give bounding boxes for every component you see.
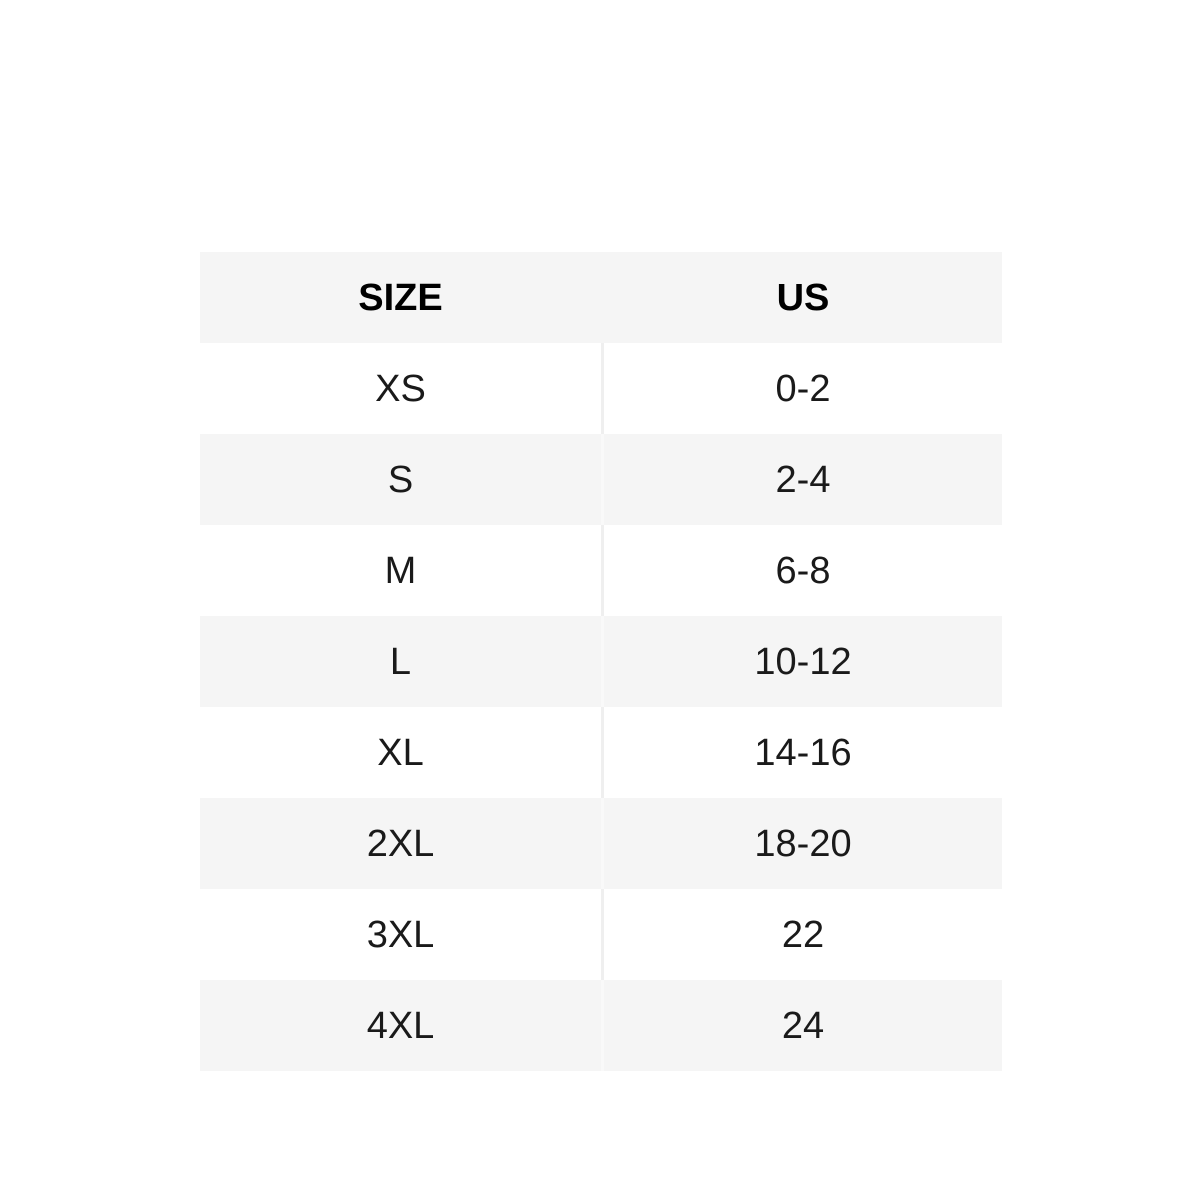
table-row-4xl: 4XL 24 xyxy=(200,980,1002,1071)
us-value-cell: 10-12 xyxy=(601,616,1002,707)
us-value-cell: 24 xyxy=(601,980,1002,1071)
us-value-cell: 14-16 xyxy=(601,707,1002,798)
table-row-2xl: 2XL 18-20 xyxy=(200,798,1002,889)
size-cell: S xyxy=(387,458,414,501)
table-row-m: M 6-8 xyxy=(200,525,1002,616)
us-value-cell: 6-8 xyxy=(601,525,1002,616)
column-header-size: SIZE xyxy=(358,276,443,319)
size-cell: 3XL xyxy=(366,913,435,956)
us-value-cell: 18-20 xyxy=(601,798,1002,889)
table-row-3xl: 3XL 22 xyxy=(200,889,1002,980)
table-row-s: S 2-4 xyxy=(200,434,1002,525)
size-cell: 2XL xyxy=(366,822,435,865)
size-chart-table: SIZE US XS 0-2 S 2-4 M 6-8 L 10-12 XL 14… xyxy=(200,252,1002,1071)
table-header-row: SIZE US xyxy=(200,252,1002,343)
table-row-l: L 10-12 xyxy=(200,616,1002,707)
size-cell: 4XL xyxy=(366,1004,435,1047)
size-cell: M xyxy=(384,549,417,592)
size-cell: L xyxy=(389,640,412,683)
size-cell: XS xyxy=(375,367,426,410)
table-row-xs: XS 0-2 xyxy=(200,343,1002,434)
size-cell: XL xyxy=(377,731,424,774)
table-row-xl: XL 14-16 xyxy=(200,707,1002,798)
us-value-cell: 0-2 xyxy=(601,343,1002,434)
us-value-cell: 2-4 xyxy=(601,434,1002,525)
us-value-cell: 22 xyxy=(601,889,1002,980)
column-header-us: US xyxy=(601,252,1002,343)
